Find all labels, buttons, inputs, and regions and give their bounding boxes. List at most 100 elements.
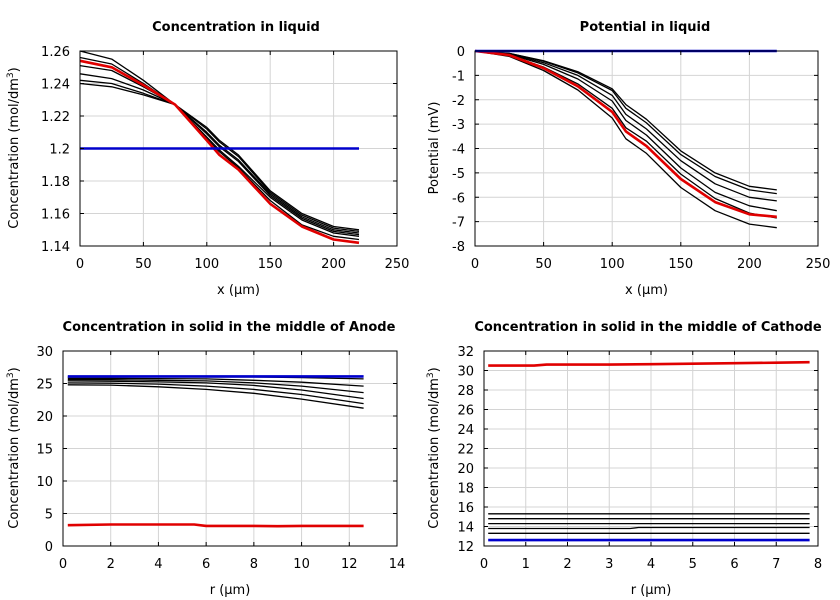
x-tick-label: 2 bbox=[107, 557, 115, 572]
x-tick-label: 14 bbox=[389, 557, 406, 572]
y-tick-label: 1.14 bbox=[41, 240, 70, 255]
y-tick-label: 14 bbox=[457, 521, 474, 536]
series-line-black-3 bbox=[79, 64, 360, 236]
chart-title: Concentration in liquid bbox=[152, 20, 320, 35]
x-tick-label: 250 bbox=[385, 257, 410, 272]
x-tick-label: 100 bbox=[600, 257, 625, 272]
y-tick-label: 32 bbox=[457, 345, 474, 360]
y-tick-label: 1.22 bbox=[41, 110, 70, 125]
y-tick-label: 22 bbox=[457, 443, 474, 458]
y-axis-label-end: ) bbox=[7, 67, 22, 72]
x-tick-label: 5 bbox=[689, 557, 697, 572]
x-tick-label: 250 bbox=[806, 257, 831, 272]
y-axis-label-text: Concentration (mol/dm bbox=[427, 378, 442, 529]
y-tick-label: 20 bbox=[457, 462, 474, 477]
y-tick-label: 5 bbox=[45, 508, 53, 523]
y-tick-label: -4 bbox=[452, 143, 465, 158]
y-tick-label: 18 bbox=[457, 482, 474, 497]
series-line-black-4 bbox=[67, 380, 364, 400]
x-tick-label: 0 bbox=[76, 257, 84, 272]
x-tick-label: 0 bbox=[471, 257, 479, 272]
series-line-black-5 bbox=[474, 50, 777, 219]
x-tick-label: 1 bbox=[522, 557, 530, 572]
y-axis-label-end: ) bbox=[427, 367, 442, 372]
series-line-black-3 bbox=[67, 378, 364, 394]
y-axis-label-superscript: 3 bbox=[426, 372, 436, 378]
y-tick-label: 26 bbox=[457, 404, 474, 419]
y-tick-label: 1.18 bbox=[41, 175, 70, 190]
y-tick-label: 28 bbox=[457, 384, 474, 399]
x-tick-label: 150 bbox=[258, 257, 283, 272]
series-line-black-2 bbox=[474, 50, 777, 195]
series-line-black-6 bbox=[474, 50, 777, 229]
y-axis-label-text: Concentration (mol/dm bbox=[7, 78, 22, 229]
y-tick-label: -3 bbox=[452, 118, 465, 133]
chart-title: Concentration in solid in the middle of … bbox=[474, 320, 822, 335]
y-axis-label-text: Potential (mV) bbox=[427, 102, 442, 195]
x-tick-label: 200 bbox=[321, 257, 346, 272]
y-tick-label: 12 bbox=[457, 540, 474, 555]
series-line-red bbox=[474, 49, 777, 219]
x-tick-label: 4 bbox=[647, 557, 655, 572]
chart-4: Concentration in solid in the middle of … bbox=[426, 320, 822, 598]
x-tick-label: 7 bbox=[772, 557, 780, 572]
y-axis-label-end: ) bbox=[7, 367, 22, 372]
y-tick-label: 1.24 bbox=[41, 78, 70, 93]
y-tick-label: -1 bbox=[452, 69, 465, 84]
series-line-black-4 bbox=[79, 73, 360, 234]
y-axis-label-superscript: 3 bbox=[6, 72, 16, 78]
x-tick-label: 8 bbox=[250, 557, 258, 572]
x-axis-label: r (µm) bbox=[210, 583, 251, 598]
y-axis-label-text: Concentration (mol/dm bbox=[7, 378, 22, 529]
y-tick-label: 15 bbox=[36, 443, 53, 458]
y-axis-label: Potential (mV) bbox=[427, 102, 442, 195]
x-tick-label: 12 bbox=[341, 557, 358, 572]
y-tick-label: 30 bbox=[36, 345, 53, 360]
chart-2: Potential in liquid 0 50 100 150 200 250 -8 -7 -6… bbox=[427, 20, 830, 298]
series-line-black-6 bbox=[79, 82, 360, 231]
x-axis-label: x (µm) bbox=[625, 283, 668, 298]
x-tick-label: 6 bbox=[202, 557, 210, 572]
x-tick-label: 2 bbox=[563, 557, 571, 572]
x-tick-label: 10 bbox=[293, 557, 310, 572]
series-line-black-2 bbox=[67, 377, 364, 387]
y-tick-label: 1.2 bbox=[49, 143, 70, 158]
y-axis-label: Concentration (mol/dm3) bbox=[426, 367, 442, 529]
y-tick-label: 20 bbox=[36, 410, 53, 425]
y-tick-label: 0 bbox=[457, 45, 465, 60]
y-tick-label: 1.26 bbox=[41, 45, 70, 60]
x-tick-label: 0 bbox=[59, 557, 67, 572]
series-line-black-5 bbox=[67, 382, 364, 405]
series-line-black-1 bbox=[79, 50, 360, 237]
chart-1: Concentration in liquid 0 50 100 150 200 250 1.… bbox=[6, 20, 409, 298]
y-tick-label: -8 bbox=[452, 240, 465, 255]
y-tick-label: 25 bbox=[36, 378, 53, 393]
y-axis-label-superscript: 3 bbox=[6, 372, 16, 378]
series-line-red bbox=[488, 360, 810, 367]
chart-title: Concentration in solid in the middle of … bbox=[63, 320, 396, 335]
series-line-red bbox=[79, 59, 360, 245]
series-line-black-4 bbox=[474, 50, 777, 212]
series-line-black-5 bbox=[79, 79, 360, 233]
y-tick-label: 10 bbox=[36, 475, 53, 490]
x-axis-label: x (µm) bbox=[217, 283, 260, 298]
y-tick-label: -2 bbox=[452, 94, 465, 109]
y-tick-label: 0 bbox=[45, 540, 53, 555]
y-tick-label: -7 bbox=[452, 216, 465, 231]
y-tick-label: 1.16 bbox=[41, 208, 70, 223]
chart-3: Concentration in solid in the middle of … bbox=[6, 320, 405, 598]
x-tick-label: 50 bbox=[535, 257, 552, 272]
x-tick-label: 6 bbox=[730, 557, 738, 572]
series-line-black-4 bbox=[488, 526, 810, 530]
y-axis-label: Concentration (mol/dm3) bbox=[6, 367, 22, 529]
y-tick-label: -6 bbox=[452, 191, 465, 206]
series-line-black-3 bbox=[474, 50, 777, 202]
series-line-black-2 bbox=[79, 56, 360, 241]
x-tick-label: 150 bbox=[668, 257, 693, 272]
y-tick-label: 30 bbox=[457, 365, 474, 380]
x-axis-label: r (µm) bbox=[631, 583, 672, 598]
y-tick-label: 24 bbox=[457, 423, 474, 438]
y-tick-label: 16 bbox=[457, 501, 474, 516]
x-tick-label: 50 bbox=[135, 257, 152, 272]
